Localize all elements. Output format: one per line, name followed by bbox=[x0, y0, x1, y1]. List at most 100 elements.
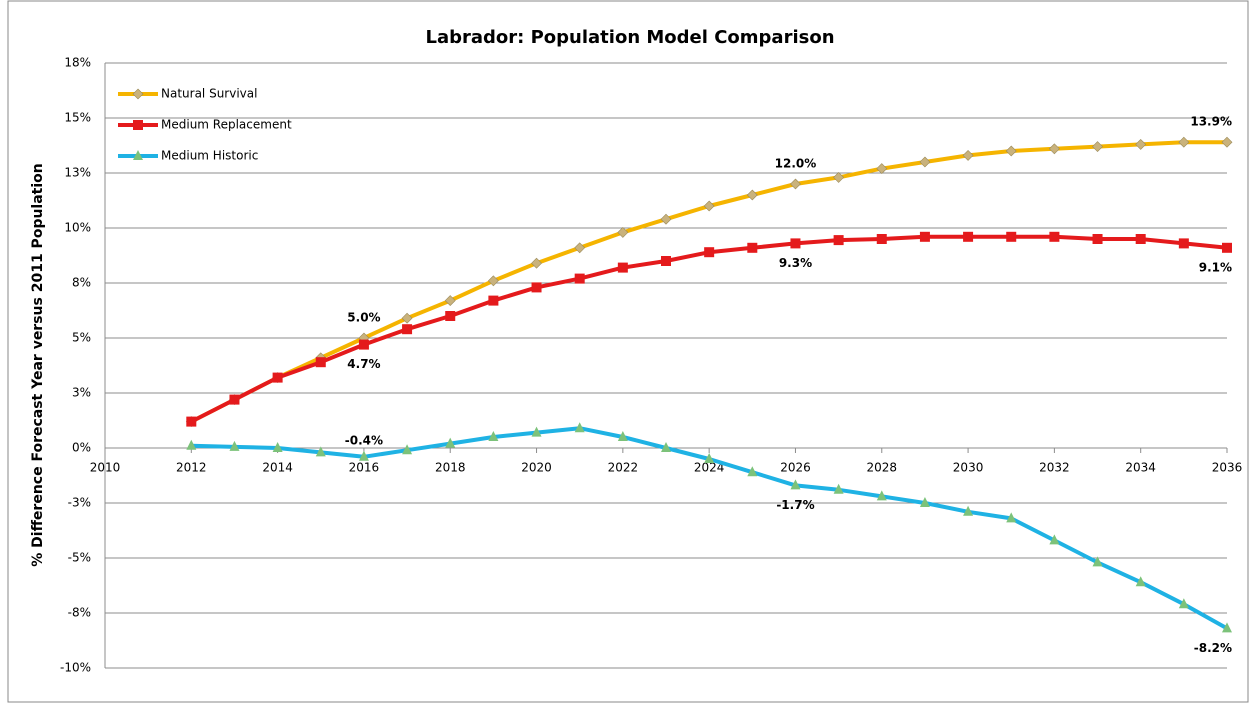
marker bbox=[229, 440, 240, 451]
marker bbox=[402, 324, 413, 335]
x-tick-label: 2012 bbox=[176, 461, 207, 475]
marker bbox=[272, 372, 283, 383]
marker bbox=[1178, 598, 1189, 609]
marker bbox=[358, 339, 369, 350]
y-tick-label: -10% bbox=[60, 661, 91, 675]
marker bbox=[704, 453, 715, 463]
marker bbox=[1222, 242, 1232, 253]
y-tick-label: -8% bbox=[68, 606, 91, 620]
x-tick-label: 2018 bbox=[435, 461, 466, 475]
marker bbox=[272, 442, 283, 452]
marker bbox=[747, 242, 758, 253]
marker bbox=[445, 311, 456, 321]
data-label: 5.0% bbox=[347, 311, 380, 325]
data-label: 13.9% bbox=[1190, 115, 1232, 129]
marker bbox=[315, 357, 326, 368]
marker bbox=[488, 295, 499, 306]
marker bbox=[833, 171, 845, 183]
y-tick-label: 3% bbox=[72, 386, 91, 400]
marker bbox=[876, 163, 888, 175]
y-tick-label: 18% bbox=[64, 56, 91, 70]
marker bbox=[1221, 136, 1233, 148]
marker bbox=[790, 238, 801, 249]
marker bbox=[1135, 138, 1147, 150]
y-tick-label: 5% bbox=[72, 331, 91, 345]
marker bbox=[444, 295, 456, 307]
x-tick-label: 2028 bbox=[866, 461, 897, 475]
y-tick-label: -3% bbox=[68, 496, 91, 510]
y-tick-label: 8% bbox=[72, 276, 91, 290]
y-axis-label: % Difference Forecast Year versus 2011 P… bbox=[30, 163, 46, 566]
marker bbox=[1135, 576, 1146, 587]
x-tick-label: 2036 bbox=[1212, 461, 1243, 475]
marker bbox=[574, 273, 585, 284]
marker bbox=[963, 505, 974, 516]
marker bbox=[1178, 238, 1189, 249]
y-tick-label: 15% bbox=[64, 111, 91, 125]
marker bbox=[186, 416, 197, 427]
marker bbox=[876, 234, 887, 244]
marker bbox=[661, 256, 671, 266]
x-tick-label: 2014 bbox=[262, 461, 293, 475]
marker bbox=[746, 189, 758, 201]
data-label: -8.2% bbox=[1194, 641, 1232, 655]
x-tick-label: 2030 bbox=[953, 461, 984, 475]
data-label: 4.7% bbox=[347, 357, 380, 371]
x-tick-label: 2020 bbox=[521, 461, 552, 475]
marker bbox=[574, 422, 585, 433]
marker bbox=[617, 431, 628, 441]
marker bbox=[1006, 512, 1017, 523]
data-label: 9.1% bbox=[1199, 260, 1232, 274]
marker bbox=[790, 479, 801, 490]
marker bbox=[402, 444, 413, 455]
data-label: -1.7% bbox=[776, 498, 814, 512]
marker bbox=[1092, 234, 1103, 244]
marker bbox=[1006, 231, 1017, 242]
marker bbox=[445, 437, 456, 448]
marker bbox=[962, 149, 974, 161]
marker bbox=[1092, 141, 1103, 153]
legend-marker bbox=[133, 120, 143, 130]
x-tick-label: 2032 bbox=[1039, 461, 1070, 475]
marker bbox=[747, 466, 758, 477]
y-tick-label: 10% bbox=[64, 221, 91, 235]
marker bbox=[919, 497, 930, 507]
x-tick-label: 2026 bbox=[780, 461, 811, 475]
marker bbox=[488, 431, 499, 441]
marker bbox=[1135, 234, 1146, 244]
marker bbox=[186, 439, 197, 450]
marker bbox=[1005, 145, 1017, 157]
marker bbox=[617, 226, 629, 238]
legend-label: Medium Replacement bbox=[161, 118, 292, 132]
marker bbox=[617, 262, 628, 273]
data-label: 9.3% bbox=[779, 256, 812, 270]
x-tick-label: 2010 bbox=[90, 461, 121, 475]
legend-label: Natural Survival bbox=[161, 87, 257, 101]
marker bbox=[531, 257, 542, 269]
marker bbox=[1222, 622, 1232, 633]
x-tick-label: 2022 bbox=[608, 461, 639, 475]
marker bbox=[919, 156, 931, 168]
data-label: -0.4% bbox=[345, 433, 383, 447]
marker bbox=[963, 231, 974, 242]
marker bbox=[531, 426, 542, 437]
data-label: 12.0% bbox=[775, 157, 817, 171]
y-tick-label: 0% bbox=[72, 441, 91, 455]
marker bbox=[876, 490, 887, 501]
marker bbox=[703, 200, 715, 212]
marker bbox=[833, 483, 844, 494]
x-tick-label: 2024 bbox=[694, 461, 725, 475]
marker bbox=[401, 312, 413, 324]
marker bbox=[661, 442, 671, 452]
legend-label: Medium Historic bbox=[161, 149, 258, 163]
marker bbox=[229, 394, 240, 405]
marker bbox=[1178, 136, 1190, 148]
marker bbox=[574, 242, 586, 254]
x-tick-label: 2016 bbox=[349, 461, 380, 475]
marker bbox=[315, 446, 326, 457]
chart-title: Labrador: Population Model Comparison bbox=[425, 27, 834, 48]
y-tick-label: 13% bbox=[64, 166, 91, 180]
marker bbox=[1092, 556, 1103, 567]
legend-marker bbox=[132, 88, 144, 100]
